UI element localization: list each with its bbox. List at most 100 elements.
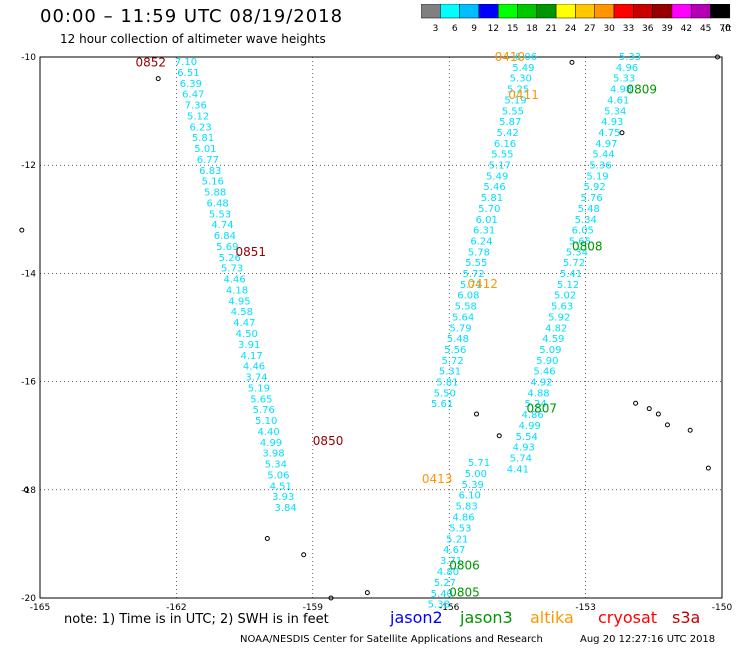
swh-value-jason3: 5.33	[613, 74, 635, 85]
swh-value-s3a: 5.69	[216, 242, 238, 253]
swh-value-jason3: 4.93	[513, 443, 535, 454]
swh-value-jason3: 4.59	[542, 334, 564, 345]
swh-value-jason3: 5.41	[560, 269, 582, 280]
swh-value-altika: 6.06	[515, 52, 537, 63]
legend-jason2: jason2	[390, 608, 443, 627]
colorbar-label: 36	[642, 24, 654, 34]
island-shape	[23, 487, 29, 493]
swh-value-altika: 5.17	[489, 161, 511, 172]
swh-value-jason3: 5.09	[539, 345, 561, 356]
swh-value-s3a: 5.10	[255, 416, 277, 427]
swh-value-s3a: 4.40	[257, 427, 279, 438]
swh-value-jason3: 4.88	[527, 388, 549, 399]
swh-value-s3a: 5.19	[248, 383, 270, 394]
pass-label: 0851	[236, 245, 267, 259]
swh-value-s3a: 4.58	[231, 307, 253, 318]
swh-value-s3a: 6.47	[182, 90, 204, 101]
swh-value-jason3: 5.92	[548, 312, 570, 323]
x-tick-label: -165	[30, 603, 50, 610]
swh-value-jason3: 5.44	[592, 150, 614, 161]
swh-value-s3a: 4.51	[270, 481, 292, 492]
pass-label: 0411	[508, 88, 539, 102]
swh-value-s3a: 6.48	[206, 198, 228, 209]
swh-value-s3a: 4.17	[240, 351, 262, 362]
plot-frame	[39, 56, 723, 599]
swh-value-s3a: 5.34	[265, 460, 287, 471]
colorbar-label: 39	[661, 24, 673, 34]
swh-value-altika: 5.58	[455, 302, 477, 313]
swh-value-s3a: 4.99	[260, 438, 282, 449]
pass-label: 0412	[467, 277, 498, 291]
swh-value-jason3: 5.12	[557, 280, 579, 291]
swh-value-altika: 5.25	[507, 85, 529, 96]
swh-value-s3a: 5.73	[221, 264, 243, 275]
swh-value-s3a: 3.74	[245, 373, 267, 384]
colorbar-label: 12	[488, 24, 499, 34]
colorbar-label: 18	[526, 24, 538, 34]
island-shape	[569, 59, 575, 65]
swh-value-jason3: 5.90	[536, 356, 558, 367]
swh-value-jason3-south: 5.83	[455, 502, 477, 513]
swh-value-jason3: 5.36	[589, 161, 611, 172]
colorbar-label: 45	[700, 24, 711, 34]
swh-value-jason3-south: 5.39	[462, 480, 484, 491]
pass-label: 0805	[449, 586, 480, 600]
swh-value-altika: 5.19	[504, 95, 526, 106]
swh-value-jason3: 5.34	[604, 106, 626, 117]
island-shape	[364, 590, 370, 596]
swh-value-s3a: 3.91	[238, 340, 260, 351]
swh-value-jason3: 4.82	[545, 323, 567, 334]
pass-label: 0413	[422, 472, 453, 486]
swh-value-jason3: 5.19	[586, 171, 608, 182]
swh-value-jason3-south: 6.10	[459, 491, 481, 502]
chart-subtitle: 12 hour collection of altimeter wave hei…	[60, 32, 326, 46]
swh-value-s3a: 6.84	[214, 231, 236, 242]
swh-value-altika: 5.56	[444, 345, 466, 356]
note-text: note: 1) Time is in UTC; 2) SWH is in fe…	[64, 612, 329, 627]
swh-value-altika: 6.08	[457, 291, 479, 302]
swh-value-altika: 6.31	[473, 226, 495, 237]
swh-value-altika: 5.31	[439, 367, 461, 378]
swh-value-jason3: 5.63	[551, 302, 573, 313]
swh-value-s3a: 4.46	[243, 362, 265, 373]
swh-value-s3a: 4.18	[226, 285, 248, 296]
swh-value-s3a: 4.50	[236, 329, 258, 340]
island-shape	[264, 535, 270, 541]
swh-value-jason3-south: 5.38	[428, 600, 450, 610]
legend-s3a: s3a	[672, 608, 701, 627]
swh-value-s3a: 4.74	[211, 220, 233, 231]
swh-value-s3a: 5.81	[192, 133, 214, 144]
island-shape	[705, 465, 711, 471]
swh-value-altika: 5.48	[447, 334, 469, 345]
island-shape	[496, 433, 502, 439]
island-shape	[664, 422, 670, 428]
x-tick-label: -150	[712, 603, 733, 610]
swh-value-s3a: 7.10	[175, 57, 197, 68]
x-tick-label: -162	[166, 603, 186, 610]
colorbar-swatch	[710, 4, 731, 19]
credit-text: NOAA/NESDIS Center for Satellite Applica…	[240, 634, 543, 645]
swh-value-altika: 5.61	[431, 399, 453, 410]
island-shape	[155, 76, 161, 82]
swh-value-jason3: 4.41	[507, 464, 529, 475]
pass-label: 0852	[135, 55, 166, 69]
swh-value-jason3: 4.86	[522, 410, 544, 421]
swh-value-jason3-south: 5.40	[431, 589, 453, 600]
island-shape	[655, 411, 661, 417]
colorbar-label: 27	[584, 24, 595, 34]
island-shape	[19, 227, 25, 233]
swh-value-s3a: 4.47	[233, 318, 255, 329]
swh-value-jason3: 4.96	[616, 63, 638, 74]
swh-value-jason3-south: 4.86	[452, 513, 474, 524]
island-shape	[619, 130, 625, 136]
swh-value-s3a: 3.93	[272, 492, 294, 503]
swh-value-jason3: 5.76	[581, 193, 603, 204]
pass-label: 0410	[495, 50, 526, 64]
swh-value-jason3-south: 5.71	[468, 458, 490, 469]
swh-value-jason3: 5.92	[583, 182, 605, 193]
swh-value-jason3: 5.02	[554, 291, 576, 302]
swh-value-jason3-south: 5.27	[434, 578, 456, 589]
swh-value-jason3: 6.05	[572, 226, 594, 237]
swh-value-jason3: 4.93	[601, 117, 623, 128]
